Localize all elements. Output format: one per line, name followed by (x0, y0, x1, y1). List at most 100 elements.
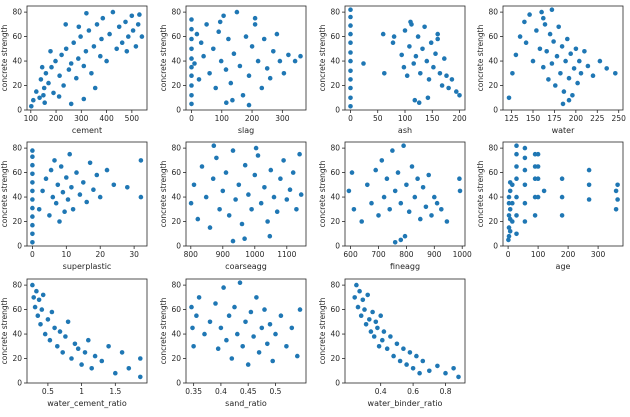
data-point (535, 176, 541, 181)
data-point (104, 58, 109, 64)
data-point (189, 17, 194, 22)
scatter-points (348, 7, 462, 109)
y-tick-label: 0 (335, 242, 340, 251)
data-point (284, 197, 290, 202)
data-point (63, 334, 68, 339)
data-point (506, 237, 511, 243)
data-point (442, 56, 447, 61)
data-point (514, 213, 519, 218)
x-tick-label: 1000 (453, 250, 472, 259)
y-tick-label: 0 (17, 379, 22, 388)
axes-frame (26, 278, 148, 384)
data-point (138, 356, 143, 361)
data-point (348, 77, 353, 82)
x-axis-label: water (552, 126, 576, 135)
data-point (428, 40, 434, 45)
data-point (414, 353, 419, 359)
data-point (384, 346, 390, 352)
data-point (507, 229, 513, 234)
x-tick-label: 125 (504, 114, 519, 123)
x-tick-label: 200 (569, 114, 584, 123)
x-tick-label: 100 (24, 114, 39, 123)
x-tick-label: 1100 (277, 250, 296, 259)
data-point (242, 236, 247, 241)
data-point (376, 213, 381, 218)
data-point (86, 28, 92, 33)
data-point (439, 83, 445, 88)
data-point (81, 180, 86, 185)
data-point (58, 164, 64, 169)
subplot-water-cement-ratio: 0.5 1 1.5 0 20 40 60 80 water_cement_ratio concre… (0, 278, 148, 408)
data-point (573, 46, 579, 52)
data-point (224, 100, 229, 105)
data-point (514, 164, 519, 169)
data-point (354, 282, 359, 288)
data-point (454, 89, 459, 94)
y-tick-label: 60 (330, 168, 340, 177)
x-tick-label: 0.5 (269, 387, 281, 396)
data-point (398, 237, 404, 243)
data-point (534, 28, 539, 33)
y-axis-label: concrete strength (476, 24, 485, 91)
data-point (213, 85, 218, 91)
data-point (137, 12, 142, 17)
data-point (191, 344, 196, 349)
data-point (30, 162, 35, 168)
y-axis-label: concrete strength (159, 297, 168, 364)
data-point (417, 370, 422, 376)
y-tick-label: 20 (12, 217, 22, 226)
data-point (92, 85, 98, 91)
data-point (297, 151, 302, 157)
data-point (252, 22, 258, 27)
data-point (382, 71, 387, 76)
data-point (60, 189, 66, 195)
data-point (53, 200, 59, 206)
data-point (240, 93, 246, 98)
data-point (434, 200, 440, 206)
y-tick-label: 0 (335, 379, 340, 388)
data-point (106, 344, 111, 349)
data-point (34, 89, 39, 94)
data-point (119, 350, 125, 355)
data-point (575, 80, 580, 86)
data-point (542, 22, 548, 27)
data-point (506, 200, 512, 206)
scatter-points (30, 282, 143, 380)
data-point (270, 358, 276, 364)
data-point (577, 58, 582, 64)
data-point (207, 319, 213, 325)
data-point (375, 325, 380, 331)
data-point (215, 346, 221, 352)
data-point (255, 58, 261, 64)
data-point (541, 188, 547, 194)
x-tick-label: 225 (590, 114, 605, 123)
data-point (274, 31, 280, 37)
data-point (348, 7, 353, 12)
data-point (514, 194, 519, 200)
data-point (210, 176, 216, 181)
data-point (94, 172, 100, 178)
y-axis-label: concrete strength (159, 24, 168, 91)
data-point (506, 95, 512, 101)
y-tick-label: 20 (171, 354, 181, 363)
data-point (427, 368, 432, 374)
data-point (207, 71, 212, 76)
data-point (578, 71, 584, 76)
data-point (391, 34, 397, 39)
data-point (298, 53, 303, 59)
data-point (355, 304, 361, 310)
data-point (230, 238, 236, 244)
data-point (42, 100, 47, 105)
data-point (65, 319, 71, 325)
data-point (248, 309, 254, 315)
data-point (133, 44, 139, 49)
data-point (204, 22, 209, 27)
data-point (262, 307, 267, 312)
data-point (67, 151, 72, 157)
data-point (590, 73, 596, 78)
data-point (194, 313, 199, 319)
data-point (522, 145, 528, 151)
data-point (39, 64, 45, 70)
data-point (30, 231, 35, 237)
data-point (239, 221, 245, 227)
